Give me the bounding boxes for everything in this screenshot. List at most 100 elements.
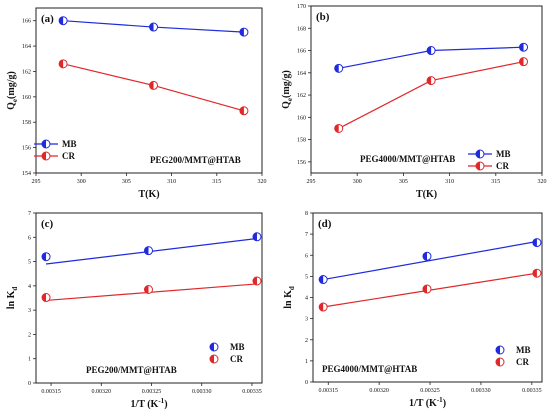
sample-annotation: PEG4000/MMT@HTAB	[322, 364, 417, 374]
legend-marker-mb-fill	[210, 343, 214, 351]
legend-label-mb: MB	[496, 149, 511, 159]
point-mb-fill	[144, 246, 149, 255]
point-mb-fill	[519, 43, 524, 52]
y-tick-label: 160	[297, 115, 306, 121]
y-axis-label: Qe(mg/g)	[281, 70, 294, 109]
panel-label: (c)	[41, 218, 54, 230]
y-tick-label: 6	[28, 235, 31, 241]
y-tick-label: 7	[28, 211, 31, 217]
point-cr-fill	[42, 293, 47, 302]
y-axis-label: ln Kd	[6, 287, 19, 310]
x-tick-label: 0.00315	[319, 388, 339, 394]
point-cr-fill	[334, 124, 339, 133]
x-axis-label: 1/T (K-1)	[409, 396, 446, 409]
x-tick-label: 295	[307, 179, 316, 185]
y-tick-label: 5	[305, 274, 308, 280]
y-tick-label: 0	[305, 380, 308, 386]
y-tick-label: 0	[28, 381, 31, 387]
panel-a: 295 300 305 310 315 320 154 156 158 160 162 164 166 T…	[6, 7, 267, 200]
point-mb-fill	[334, 64, 339, 73]
x-axis-label: T(K)	[416, 189, 437, 200]
point-cr-fill	[427, 76, 432, 85]
y-tick-label: 156	[22, 146, 31, 152]
y-tick-label: 4	[305, 296, 308, 302]
x-tick-label: 0.00320	[92, 389, 112, 395]
x-tick-label: 310	[445, 179, 454, 185]
y-axis-label: ln Kd	[283, 286, 296, 309]
x-tick-label: 300	[353, 179, 362, 185]
legend-label-mb: MB	[62, 139, 77, 149]
y-tick-label: 160	[22, 95, 31, 101]
panel-label: (d)	[318, 218, 332, 230]
plot-frame	[312, 212, 543, 383]
sample-annotation: PEG200/MMT@HTAB	[86, 365, 177, 375]
x-tick-label: 315	[212, 179, 221, 185]
x-tick-label: 0.00330	[471, 388, 491, 394]
legend-label-mb: MB	[516, 345, 531, 355]
point-cr-fill	[239, 106, 244, 115]
y-tick-label: 3	[28, 308, 31, 314]
panel-b: 295 300 305 310 315 320 156 158 160 162 164 166 168 1…	[281, 4, 547, 200]
sample-annotation: PEG200/MMT@HTAB	[150, 155, 241, 165]
series-line-cr	[338, 61, 524, 129]
x-tick-label: 0.00325	[142, 389, 162, 395]
point-cr-fill	[319, 303, 324, 312]
point-mb-fill	[532, 238, 537, 247]
x-tick-label: 0.00330	[192, 389, 212, 395]
x-tick-label: 0.00335	[242, 389, 262, 395]
sample-annotation: PEG4000/MMT@HTAB	[360, 154, 455, 164]
point-mb-fill	[319, 275, 324, 284]
x-tick-label: 310	[167, 179, 176, 185]
legend-label-cr: CR	[516, 357, 529, 367]
y-tick-label: 166	[22, 19, 31, 25]
point-cr-fill	[59, 59, 64, 68]
point-mb-fill	[252, 232, 257, 241]
fit-line-mb	[323, 240, 538, 281]
x-tick-label: 300	[77, 179, 86, 185]
point-cr-fill	[532, 269, 537, 278]
legend-marker-cr-fill	[496, 358, 500, 366]
x-axis-label: T(K)	[138, 189, 159, 200]
legend-label-mb: MB	[230, 342, 245, 352]
y-tick-label: 162	[22, 69, 31, 75]
x-tick-label: 320	[538, 179, 547, 185]
point-mb-fill	[149, 23, 154, 32]
x-tick-label: 295	[32, 179, 41, 185]
y-tick-label: 7	[305, 232, 308, 238]
y-tick-label: 166	[297, 49, 306, 55]
y-tick-label: 5	[28, 260, 31, 266]
point-mb-fill	[42, 252, 47, 261]
y-axis-label: Qe(mg/g)	[6, 71, 19, 110]
y-tick-label: 6	[305, 253, 308, 259]
y-tick-label: 164	[22, 44, 31, 50]
y-tick-label: 8	[305, 211, 308, 217]
y-tick-label: 158	[297, 138, 306, 144]
x-tick-label: 315	[491, 179, 500, 185]
y-tick-label: 162	[297, 93, 306, 99]
legend-label-cr: CR	[496, 161, 509, 171]
y-tick-label: 2	[305, 338, 308, 344]
panel-c: 0.00315 0.00320 0.00325 0.00330 0.00335 0 1 2 3 4…	[6, 211, 263, 410]
legend-label-cr: CR	[62, 151, 75, 161]
x-tick-label: 320	[258, 179, 267, 185]
legend-marker-mb-fill	[476, 150, 480, 158]
y-tick-label: 1	[28, 357, 31, 363]
panel-label: (a)	[41, 13, 54, 25]
point-mb-fill	[427, 46, 432, 55]
point-cr-fill	[422, 285, 427, 294]
y-tick-label: 4	[28, 284, 31, 290]
panel-label: (b)	[316, 11, 330, 23]
point-mb-fill	[239, 28, 244, 37]
x-axis-label: 1/T (K-1)	[130, 397, 167, 410]
y-tick-label: 3	[305, 317, 308, 323]
y-tick-label: 2	[28, 332, 31, 338]
point-cr-fill	[149, 81, 154, 90]
x-tick-label: 0.00325	[420, 388, 440, 394]
legend-marker-cr-fill	[42, 152, 46, 160]
plot-frame	[35, 7, 263, 174]
legend-marker-mb-fill	[42, 140, 46, 148]
y-tick-label: 170	[297, 4, 306, 10]
legend-marker-mb-fill	[496, 346, 500, 354]
point-mb-fill	[59, 16, 64, 25]
legend-marker-cr-fill	[210, 355, 214, 363]
